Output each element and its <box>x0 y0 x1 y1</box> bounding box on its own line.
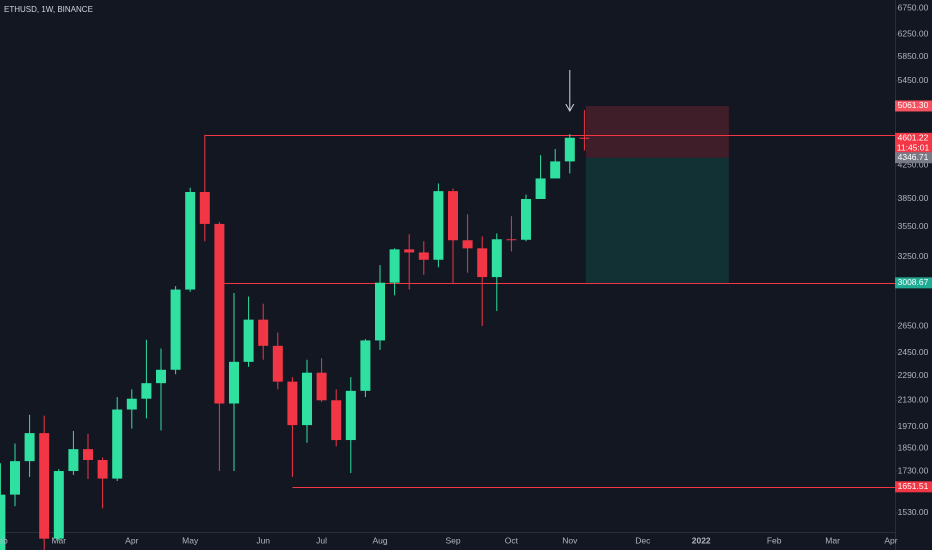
y-tick-label: 1730.00 <box>898 465 929 475</box>
candle-body <box>477 248 488 278</box>
y-tick-label: 3850.00 <box>898 193 929 203</box>
candle-body <box>272 345 283 382</box>
candle-body <box>126 398 137 410</box>
candle-body <box>83 449 93 460</box>
price-label-box <box>895 152 932 164</box>
candle-body <box>10 461 20 495</box>
x-tick-label: Feb <box>767 535 782 545</box>
y-tick-label: 2130.00 <box>898 395 929 405</box>
candle-body <box>550 161 561 179</box>
y-tick-label: 5450.00 <box>898 75 929 85</box>
y-tick-label: 2650.00 <box>898 320 929 330</box>
candle-body <box>462 240 473 249</box>
candle-body <box>112 409 123 479</box>
candle-body <box>156 369 166 384</box>
price-label-box <box>895 277 932 289</box>
candle-body <box>448 191 458 241</box>
y-tick-label: 1970.00 <box>898 421 929 431</box>
price-label: 1651.51 <box>898 481 929 491</box>
candle-body <box>521 198 531 240</box>
candle-body <box>491 239 502 278</box>
candle-body <box>345 390 356 441</box>
candle-body <box>214 223 225 404</box>
candle-body <box>564 137 575 162</box>
price-label-box <box>895 100 932 112</box>
x-tick-label: May <box>182 535 199 545</box>
y-tick-label: 2450.00 <box>898 347 929 357</box>
x-tick-label: Nov <box>562 535 578 545</box>
plot-area <box>0 105 895 550</box>
x-tick-label: Dec <box>635 535 651 545</box>
candle-body <box>302 372 312 426</box>
x-tick-label: Apr <box>125 535 138 545</box>
candle-body <box>229 361 239 404</box>
chart-title: ETHUSD, 1W, BINANCE <box>4 5 93 14</box>
candle-body <box>389 249 400 283</box>
candle-body <box>331 400 342 441</box>
candle-body <box>141 383 152 399</box>
price-label-box <box>895 132 932 154</box>
candle-body <box>0 494 6 550</box>
price-label: 3008.67 <box>898 277 929 287</box>
x-tick-label: Mar <box>51 535 66 545</box>
y-tick-label: 5850.00 <box>898 51 929 61</box>
stop-zone <box>585 105 729 158</box>
x-tick-label: Oct <box>505 535 519 545</box>
y-tick-label: 1850.00 <box>898 442 929 452</box>
candle-body <box>506 239 517 241</box>
candle-body <box>433 191 444 260</box>
candle-body <box>375 282 385 341</box>
y-tick-label: 6750.00 <box>898 2 929 12</box>
target-zone <box>585 157 729 283</box>
candle-body <box>170 289 181 370</box>
y-tick-label: 3550.00 <box>898 221 929 231</box>
candle-body <box>404 249 415 253</box>
x-tick-label: 2022 <box>692 535 711 545</box>
x-tick-label: Jun <box>256 535 270 545</box>
x-tick-label: Sep <box>445 535 460 545</box>
y-tick-label: 3250.00 <box>898 251 929 261</box>
price-label: 4601.22 <box>898 133 929 143</box>
arrow-head <box>565 103 575 113</box>
candle-body <box>68 449 79 472</box>
candle-body <box>287 381 298 426</box>
candle-body <box>535 178 546 199</box>
y-tick-label: 2290.00 <box>898 370 929 380</box>
price-label: 4346.71 <box>898 152 929 162</box>
y-tick-label: 4250.00 <box>898 160 929 170</box>
y-tick-label: 6250.00 <box>898 28 929 38</box>
x-tick-label: Mar <box>825 535 840 545</box>
countdown: 11:45:01 <box>897 143 930 153</box>
candle-body <box>243 319 254 362</box>
price-label-box <box>895 481 932 493</box>
x-tick-label: Feb <box>0 535 8 545</box>
candle-body <box>418 252 429 260</box>
candle-body <box>24 433 35 462</box>
x-tick-label: Apr <box>884 535 897 545</box>
candle-body <box>316 372 327 401</box>
candle-body <box>97 459 108 479</box>
price-label: 5061.30 <box>898 100 929 110</box>
candle-body <box>185 192 196 290</box>
y-tick-label: 1530.00 <box>898 507 929 517</box>
candle-body <box>258 319 269 346</box>
x-tick-label: Jul <box>316 535 327 545</box>
candle-body <box>53 471 64 539</box>
x-tick-label: Aug <box>372 535 387 545</box>
candle-body <box>360 340 371 391</box>
candle-body <box>579 137 590 139</box>
candle-body <box>199 192 210 224</box>
candle-body <box>39 433 50 539</box>
